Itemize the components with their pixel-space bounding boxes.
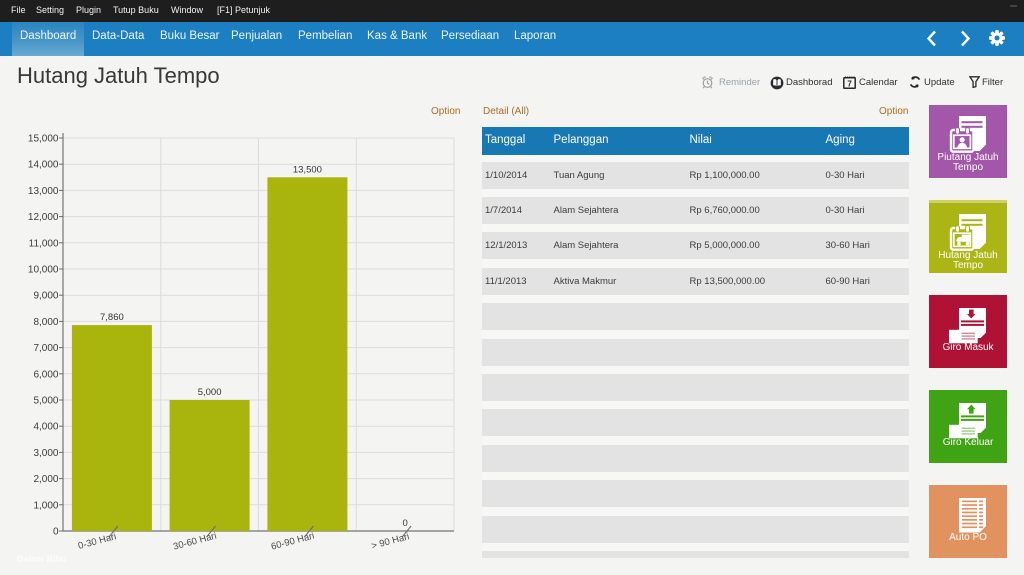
svg-text:60-90 Hari: 60-90 Hari bbox=[270, 531, 316, 553]
svg-text:13,500: 13,500 bbox=[293, 164, 322, 175]
svg-text:12,000: 12,000 bbox=[28, 212, 59, 223]
svg-text:15,000: 15,000 bbox=[28, 134, 59, 145]
svg-text:6,000: 6,000 bbox=[33, 369, 58, 380]
svg-text:8,000: 8,000 bbox=[33, 317, 58, 328]
svg-text:9,000: 9,000 bbox=[33, 291, 58, 302]
svg-text:7,000: 7,000 bbox=[33, 343, 58, 354]
svg-text:30-60 Hari: 30-60 Hari bbox=[172, 531, 218, 553]
svg-text:14,000: 14,000 bbox=[28, 160, 59, 171]
svg-text:0: 0 bbox=[53, 527, 59, 538]
svg-text:0: 0 bbox=[402, 518, 407, 529]
svg-text:3,000: 3,000 bbox=[33, 448, 58, 459]
svg-text:13,000: 13,000 bbox=[28, 186, 59, 197]
svg-text:1,000: 1,000 bbox=[33, 500, 58, 511]
svg-text:5,000: 5,000 bbox=[198, 387, 222, 398]
svg-text:0-30 Hari: 0-30 Hari bbox=[77, 531, 118, 552]
svg-text:4,000: 4,000 bbox=[33, 422, 58, 433]
svg-text:11,000: 11,000 bbox=[29, 238, 59, 249]
svg-text:> 90 Hari: > 90 Hari bbox=[370, 531, 410, 552]
svg-text:5,000: 5,000 bbox=[33, 396, 58, 407]
svg-text:7: 7 bbox=[847, 80, 852, 89]
svg-text:2,000: 2,000 bbox=[33, 474, 58, 485]
svg-text:10,000: 10,000 bbox=[28, 265, 59, 276]
svg-text:7,860: 7,860 bbox=[100, 312, 124, 323]
